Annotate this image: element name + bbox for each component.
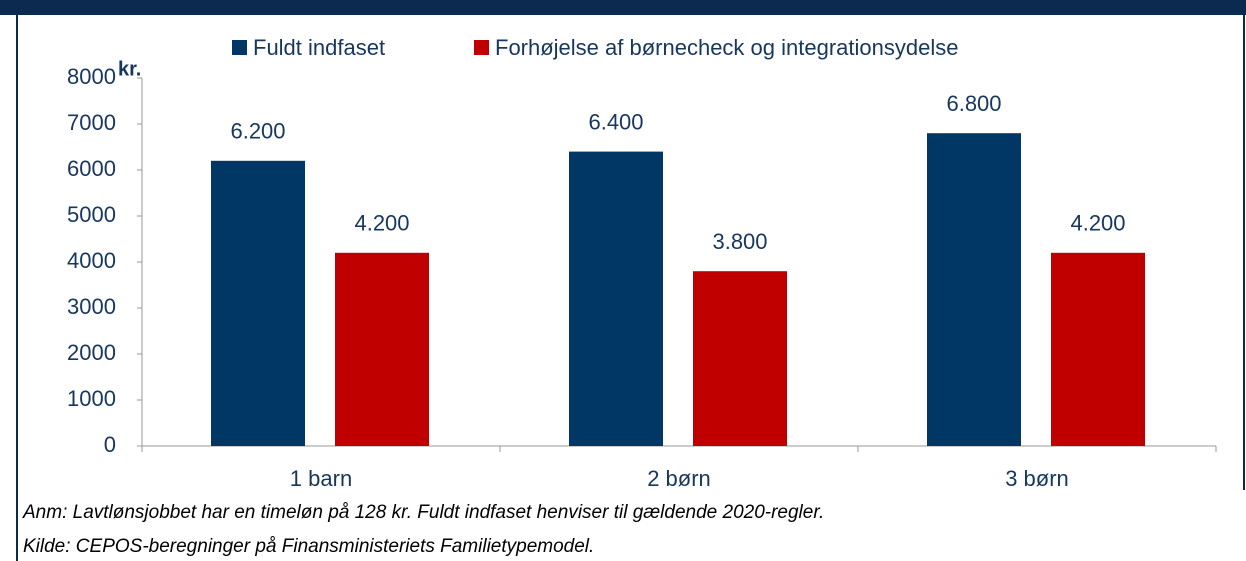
y-tick-label: 4000 xyxy=(67,248,116,273)
bar xyxy=(1051,252,1145,446)
value-label: 4.200 xyxy=(1070,211,1125,236)
value-label: 6.800 xyxy=(946,91,1001,116)
bar xyxy=(211,160,305,447)
y-tick-label: 8000 xyxy=(67,64,116,89)
value-label: 4.200 xyxy=(354,211,409,236)
x-tick-label: 3 børn xyxy=(1005,466,1069,491)
bar xyxy=(927,133,1021,446)
header-band xyxy=(0,0,1246,15)
legend-label: Fuldt indfaset xyxy=(253,35,385,60)
x-tick-label: 1 barn xyxy=(290,466,352,491)
y-axis-label: kr. xyxy=(118,58,141,80)
legend-swatch xyxy=(474,40,489,55)
bar xyxy=(569,151,663,446)
bar xyxy=(335,252,429,446)
value-label: 3.800 xyxy=(712,229,767,254)
legend-label: Forhøjelse af børnecheck og integrations… xyxy=(495,35,958,60)
y-tick-label: 6000 xyxy=(67,156,116,181)
y-tick-label: 2000 xyxy=(67,340,116,365)
value-label: 6.200 xyxy=(230,119,285,144)
y-tick-label: 1000 xyxy=(67,386,116,411)
legend-swatch xyxy=(232,40,247,55)
y-tick-label: 7000 xyxy=(67,110,116,135)
value-label: 6.400 xyxy=(588,109,643,134)
y-tick-label: 0 xyxy=(104,432,116,457)
x-tick-label: 2 børn xyxy=(647,466,711,491)
bar xyxy=(693,271,787,446)
y-tick-label: 3000 xyxy=(67,294,116,319)
note: Anm: Lavtlønsjobbet har en timeløn på 12… xyxy=(22,502,824,523)
note: Kilde: CEPOS-beregninger på Finansminist… xyxy=(23,536,594,557)
y-tick-label: 5000 xyxy=(67,202,116,227)
